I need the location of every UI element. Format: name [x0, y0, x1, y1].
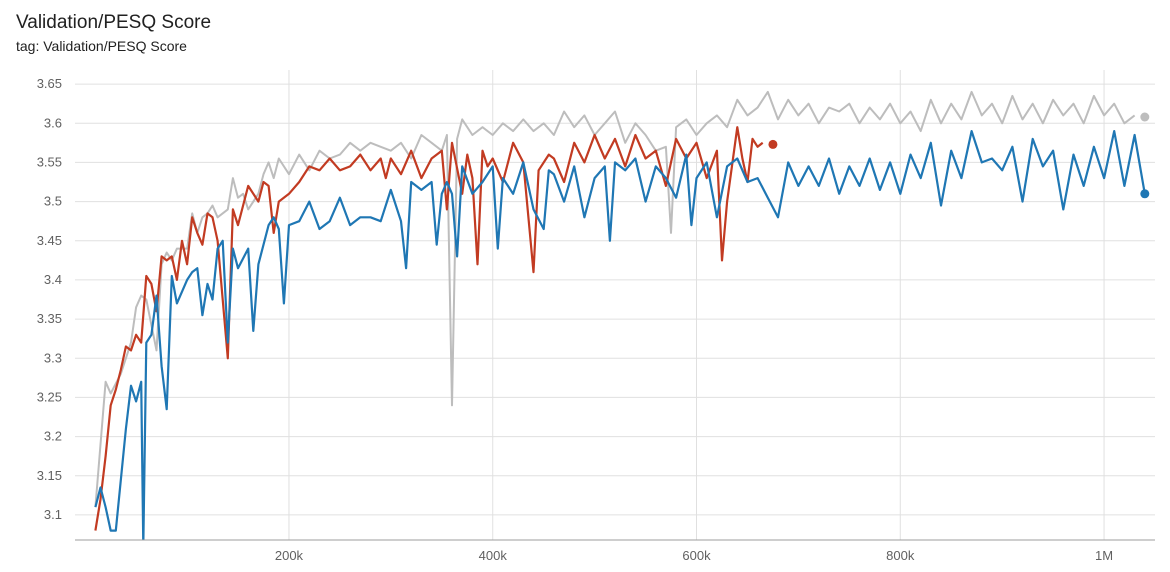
y-tick-label: 3.4 [44, 272, 62, 287]
y-tick-label: 3.55 [37, 154, 62, 169]
x-tick-label: 800k [886, 548, 915, 563]
y-tick-label: 3.35 [37, 311, 62, 326]
x-tick-label: 400k [479, 548, 508, 563]
series-line-0[interactable] [94, 90, 1136, 508]
y-tick-label: 3.15 [37, 468, 62, 483]
y-tick-label: 3.3 [44, 350, 62, 365]
y-tick-label: 3.5 [44, 194, 62, 209]
y-axis-ticks: 3.1 3.15 3.2 3.25 3.3 3.35 3.4 3.45 3.5 3.55 3.6 3.… [37, 76, 62, 522]
y-tick-label: 3.2 [44, 429, 62, 444]
x-tick-label: 200k [275, 548, 304, 563]
series-end-markers [768, 112, 1150, 199]
series-end-marker-2[interactable] [1140, 189, 1150, 199]
x-tick-label: 1M [1095, 548, 1113, 563]
x-axis-ticks: 200k 400k 600k 800k 1M [275, 548, 1113, 563]
chart-title: Validation/PESQ Score [16, 12, 212, 33]
series-end-marker-1[interactable] [768, 139, 778, 149]
series-line-1[interactable] [94, 126, 764, 531]
y-tick-label: 3.25 [37, 389, 62, 404]
y-tick-label: 3.6 [44, 115, 62, 130]
series-line-2[interactable] [94, 130, 1146, 546]
chart-subtitle: tag: Validation/PESQ Score [16, 38, 187, 54]
series-end-marker-0[interactable] [1140, 112, 1150, 122]
series-group [94, 90, 1146, 546]
y-tick-label: 3.65 [37, 76, 62, 91]
x-tick-label: 600k [682, 548, 711, 563]
y-tick-label: 3.1 [44, 507, 62, 522]
y-tick-label: 3.45 [37, 233, 62, 248]
